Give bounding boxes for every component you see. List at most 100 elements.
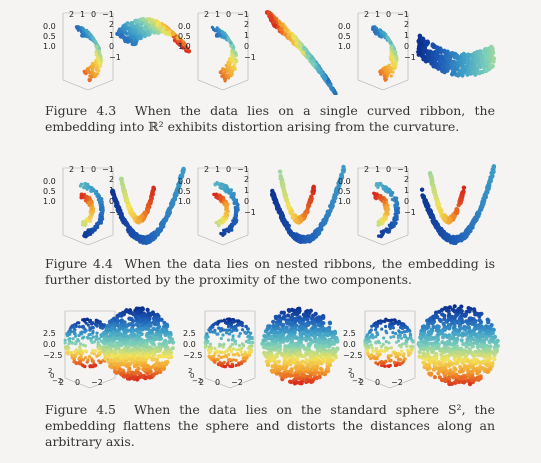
- tick-label: 0: [75, 378, 80, 387]
- data-point: [119, 176, 124, 182]
- data-point: [100, 339, 105, 344]
- data-point: [158, 333, 163, 338]
- figure-4-3-caption: Figure 4.3 When the data lies on a singl…: [45, 103, 495, 135]
- tick-label: −2.5: [43, 351, 62, 360]
- data-point: [72, 360, 76, 364]
- axis-line: [382, 79, 409, 91]
- tick-label: 0.0: [338, 177, 351, 186]
- data-point: [485, 185, 490, 190]
- data-point: [377, 183, 381, 187]
- figure-4-3: 2 1 0 −1 0.0 0.5 1.0 2 1 0 −1 2 1 0 −1 0.0 0.5 1.0 2 1 0 −1 …: [0, 0, 541, 150]
- data-point: [421, 194, 426, 199]
- data-point: [231, 50, 235, 54]
- data-point: [110, 188, 115, 193]
- data-point: [92, 352, 97, 356]
- data-point: [88, 196, 92, 200]
- data-point: [134, 18, 140, 24]
- tick-label: 2: [364, 165, 369, 174]
- data-point: [378, 222, 382, 226]
- data-point: [126, 205, 132, 210]
- data-point: [417, 33, 422, 38]
- data-point: [72, 353, 76, 357]
- data-point: [105, 327, 110, 332]
- data-point: [286, 205, 291, 211]
- data-point: [484, 59, 489, 64]
- data-point: [106, 349, 111, 354]
- tick-label: 1: [215, 165, 220, 174]
- axis-line: [62, 234, 89, 246]
- data-point: [154, 367, 159, 372]
- data-point: [393, 221, 398, 226]
- data-point: [303, 212, 308, 218]
- data-point: [128, 308, 133, 313]
- data-point: [126, 344, 131, 350]
- data-point: [382, 218, 386, 222]
- data-point: [430, 43, 435, 48]
- data-point: [389, 51, 393, 56]
- data-point: [143, 319, 148, 324]
- data-point: [469, 62, 474, 68]
- tick-label: 0.0: [178, 177, 191, 186]
- data-point: [215, 221, 219, 225]
- data-point: [96, 222, 101, 226]
- data-point: [442, 216, 447, 222]
- data-point: [484, 67, 490, 72]
- data-point: [471, 69, 476, 75]
- data-point: [273, 199, 278, 204]
- data-point: [115, 353, 120, 358]
- data-point: [87, 78, 91, 82]
- data-point: [98, 344, 102, 348]
- data-point: [458, 59, 463, 64]
- data-point: [114, 332, 119, 337]
- data-point: [450, 72, 455, 77]
- data-point: [278, 27, 284, 32]
- tick-label: 1.0: [338, 42, 351, 51]
- data-point: [163, 354, 168, 359]
- data-point: [77, 333, 81, 338]
- data-point: [79, 182, 84, 186]
- data-point: [83, 182, 87, 186]
- figure-number: Figure 4.3: [45, 103, 117, 118]
- data-point: [291, 35, 297, 40]
- data-point: [150, 23, 155, 28]
- data-point: [326, 213, 331, 218]
- tick-label: 1: [404, 31, 409, 40]
- data-point: [232, 191, 236, 196]
- tick-label: 1: [375, 10, 380, 19]
- data-point: [85, 317, 89, 321]
- data-point: [379, 218, 383, 222]
- data-point: [124, 220, 129, 226]
- data-point: [99, 56, 103, 60]
- data-point: [144, 353, 149, 358]
- data-point: [81, 343, 86, 347]
- data-point: [87, 201, 91, 205]
- data-point: [113, 369, 118, 374]
- data-point: [459, 198, 464, 203]
- data-point: [65, 351, 69, 355]
- data-point: [128, 226, 133, 232]
- data-point: [416, 46, 421, 51]
- data-point: [95, 319, 99, 323]
- data-point: [88, 65, 92, 69]
- data-point: [92, 189, 96, 193]
- data-point: [304, 237, 309, 242]
- data-point: [131, 24, 136, 29]
- data-point: [222, 219, 226, 223]
- data-point: [233, 214, 238, 218]
- data-point: [475, 55, 480, 60]
- tick-label: −2: [91, 378, 103, 387]
- tick-label: 0.0: [43, 22, 56, 31]
- nested-embedding-plot-1: [110, 166, 186, 245]
- data-point: [340, 168, 346, 173]
- data-point: [77, 351, 81, 355]
- data-point: [90, 67, 94, 71]
- data-point: [130, 340, 136, 345]
- data-point: [121, 184, 126, 190]
- tick-label: 2: [204, 10, 209, 19]
- data-point: [281, 189, 287, 194]
- data-point: [89, 210, 94, 214]
- tick-label: 0.5: [338, 32, 351, 41]
